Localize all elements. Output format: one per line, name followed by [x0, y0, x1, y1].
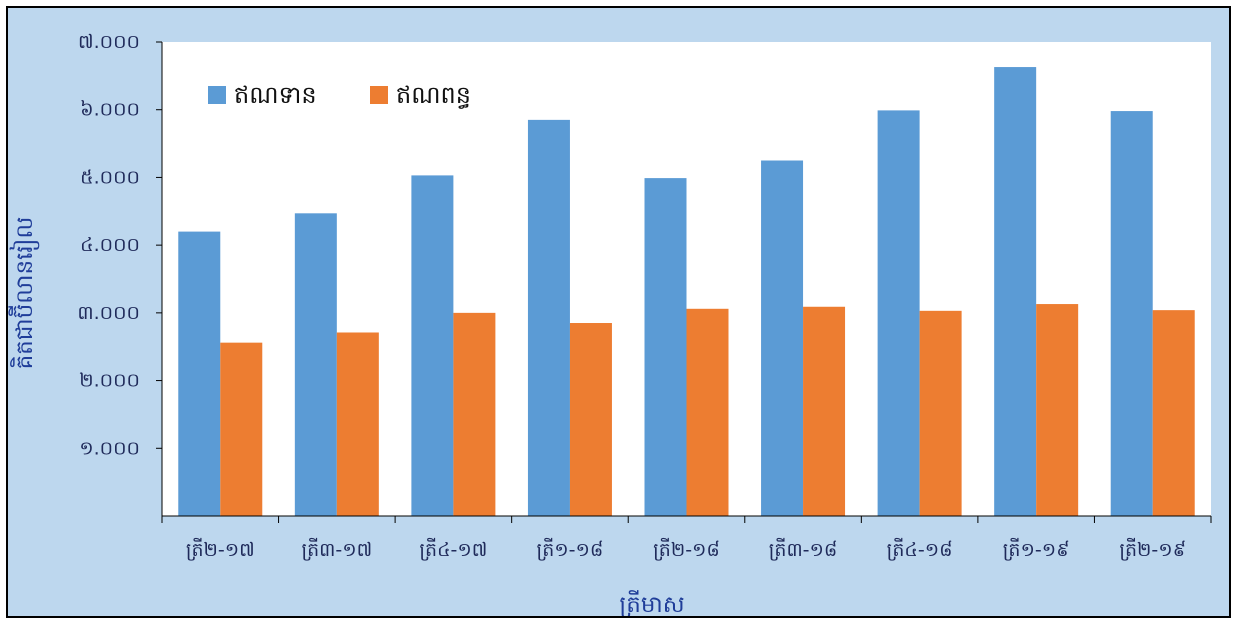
- x-tick-label: ត្រី២-១៧: [186, 537, 255, 561]
- x-tick-label: ត្រី៤-១៧: [419, 537, 487, 561]
- legend-label: ឥណពន្ធ: [396, 81, 471, 109]
- bar-series-1-2: [294, 213, 337, 516]
- x-tick-label: ត្រី១-១៨: [537, 537, 604, 561]
- x-tick-label: ត្រី២-១៩: [1119, 537, 1186, 561]
- chart-frame: ១.០០០ ២.០០០ ៣.០០០ ៤.០០០ ៥.០០០ ៦.០០០ ៧.០០០ ត្រី…: [6, 6, 1231, 618]
- bar-series-1-1: [178, 231, 221, 516]
- x-axis-title: ត្រីមាស: [619, 590, 684, 616]
- y-axis-title: គិតជាប៊ីលានរៀល: [8, 217, 40, 370]
- legend-label: ឥណទាន: [234, 81, 317, 109]
- bar-series-2-2: [336, 332, 379, 516]
- y-axis-ticks: ១.០០០ ២.០០០ ៣.០០០ ៤.០០០ ៥.០០០ ៦.០០០ ៧.០០០: [77, 31, 162, 459]
- bar-series-1-8: [994, 67, 1037, 516]
- bar-chart: ១.០០០ ២.០០០ ៣.០០០ ៤.០០០ ៥.០០០ ៦.០០០ ៧.០០០ ត្រី…: [8, 31, 1212, 616]
- bar-series-2-9: [1152, 310, 1195, 516]
- legend-swatch: [370, 86, 388, 104]
- y-tick-label: ៤.០០០: [80, 234, 140, 256]
- y-tick-label: ៣.០០០: [77, 302, 140, 324]
- x-tick-label: ត្រី៣-១៧: [301, 537, 372, 561]
- x-tick-label: ត្រី៤-១៨: [887, 537, 953, 561]
- bar-series-1-6: [761, 160, 804, 516]
- bar-series-2-3: [453, 312, 496, 516]
- bar-series-1-3: [411, 175, 454, 516]
- legend: ឥណទាន ឥណពន្ធ: [208, 81, 471, 109]
- x-tick-label: ត្រី១-១៩: [1003, 537, 1070, 561]
- bar-series-1-4: [527, 119, 570, 516]
- legend-swatch: [208, 86, 226, 104]
- bar-series-2-5: [686, 308, 729, 516]
- y-tick-label: ១.០០០: [79, 437, 140, 459]
- bar-series-2-8: [1036, 304, 1079, 516]
- bars: [178, 67, 1195, 517]
- x-axis-ticks: ត្រី២-១៧ ត្រី៣-១៧ ត្រី៤-១៧ ត្រី១-១៨ ត្រី២-១៨…: [161, 516, 1212, 561]
- x-tick-label: ត្រី២-១៨: [653, 537, 720, 561]
- bar-series-2-7: [919, 310, 962, 516]
- bar-series-2-6: [803, 306, 846, 516]
- y-tick-label: ៦.០០០: [80, 99, 140, 121]
- bar-series-1-7: [877, 110, 920, 517]
- bar-series-2-1: [220, 342, 263, 516]
- bar-series-1-5: [644, 178, 687, 516]
- y-tick-label: ៥.០០០: [80, 166, 140, 188]
- x-tick-label: ត្រី៣-១៨: [769, 537, 838, 561]
- y-tick-label: ២.០០០: [79, 370, 140, 392]
- bar-series-2-4: [569, 323, 612, 516]
- bar-series-1-9: [1110, 111, 1153, 516]
- y-tick-label: ៧.០០០: [78, 31, 140, 53]
